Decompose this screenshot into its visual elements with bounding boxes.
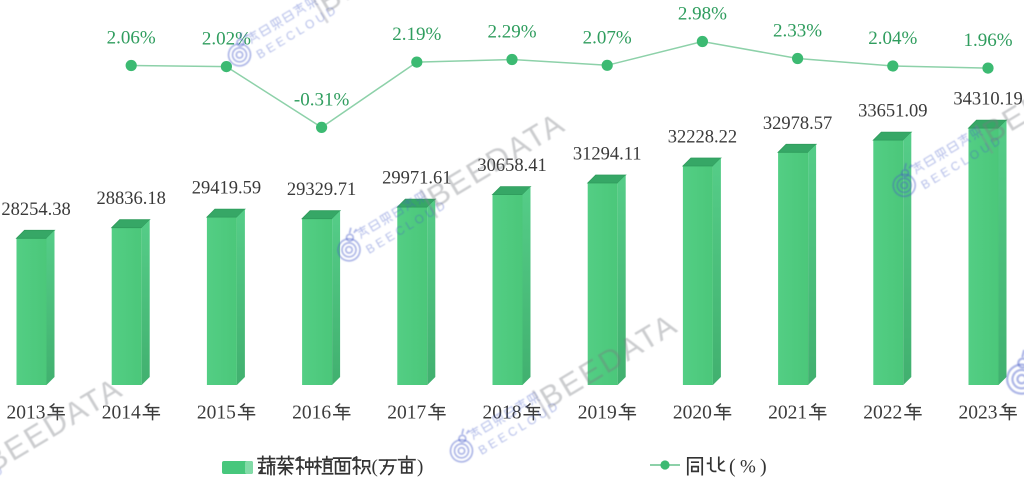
- svg-text:(: (: [729, 456, 736, 478]
- svg-text:2.06%: 2.06%: [107, 28, 156, 49]
- svg-text:31294.11: 31294.11: [573, 145, 642, 165]
- svg-text:%: %: [740, 457, 756, 478]
- svg-text:29419.59: 29419.59: [192, 179, 261, 199]
- svg-text:2.19%: 2.19%: [392, 24, 441, 45]
- svg-text:(: (: [372, 457, 378, 478]
- svg-text:28836.18: 28836.18: [97, 189, 166, 209]
- svg-text:29329.71: 29329.71: [287, 180, 356, 200]
- svg-text:32978.57: 32978.57: [763, 114, 832, 134]
- svg-text:2.98%: 2.98%: [678, 4, 727, 25]
- svg-text:2017: 2017: [387, 403, 426, 424]
- svg-text:2019: 2019: [578, 403, 617, 424]
- svg-text:2021: 2021: [768, 403, 807, 424]
- svg-text:33651.09: 33651.09: [858, 102, 927, 122]
- svg-text:2.33%: 2.33%: [773, 21, 822, 42]
- svg-text:2022: 2022: [863, 403, 902, 424]
- svg-text:28254.38: 28254.38: [1, 200, 70, 220]
- svg-text:2015: 2015: [197, 403, 236, 424]
- svg-text:2020: 2020: [673, 403, 712, 424]
- svg-text:2016: 2016: [292, 403, 331, 424]
- svg-text:): ): [760, 456, 767, 478]
- svg-text:-0.31%: -0.31%: [294, 89, 350, 110]
- svg-text:): ): [417, 457, 423, 478]
- svg-text:32228.22: 32228.22: [668, 128, 737, 148]
- svg-text:1.96%: 1.96%: [963, 30, 1012, 51]
- svg-text:2.29%: 2.29%: [487, 22, 536, 43]
- svg-text:2023: 2023: [959, 403, 998, 424]
- svg-text:2.02%: 2.02%: [202, 29, 251, 50]
- svg-text:2.04%: 2.04%: [868, 28, 917, 49]
- svg-text:2.07%: 2.07%: [583, 27, 632, 48]
